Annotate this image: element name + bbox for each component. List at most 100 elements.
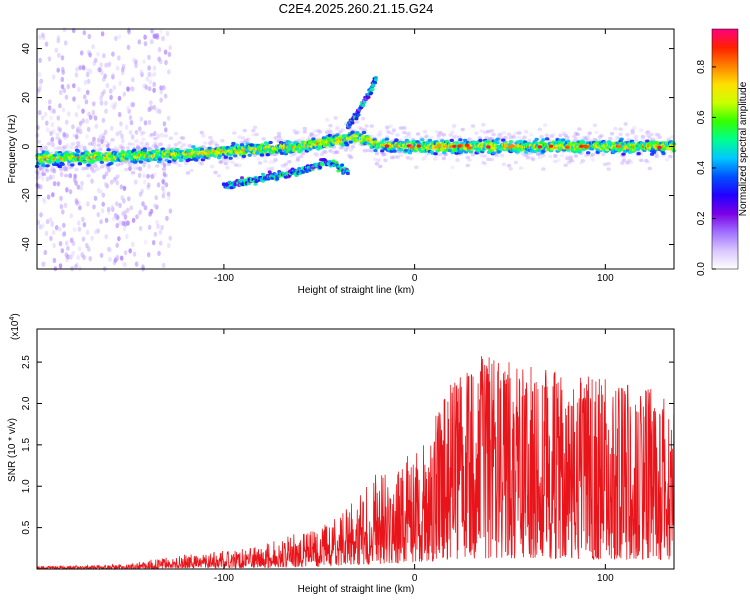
spectrogram-cell [422,156,428,160]
spectrogram-cell [343,148,349,152]
spectrogram-cell [108,165,114,170]
spectrogram-cell [36,140,41,144]
spectrogram-cell [146,184,150,190]
spectrogram-cell [72,227,77,233]
spectrogram-cell [100,31,105,37]
spectrogram-panel: -100 0 100 -40 -20 0 20 40 Height of straight l… [7,27,677,296]
spectrogram-cell [150,28,154,34]
spectrogram-cell [105,166,110,171]
spectrogram-cell [83,79,88,85]
spectrogram-cell [156,133,161,139]
spectrogram-cell [100,70,104,76]
spectrogram-cell [534,137,539,141]
spectrogram-cell [137,166,143,171]
spectrogram-cell [134,139,139,143]
spectrogram-cell [51,74,56,80]
spectrogram-cell [508,167,513,171]
spectrogram-cell [524,129,529,134]
spectrogram-cell [213,170,218,175]
spectrogram-cell [84,166,90,171]
spectrogram-cell [460,127,465,132]
spectrogram-cell [536,152,541,157]
spectrogram-cell [58,127,63,133]
spectrogram-cell [68,189,73,195]
spectrogram-cell [85,89,90,95]
spectrogram-cell [166,115,171,121]
spectrogram-cell [59,204,64,210]
spectrogram-cell [45,176,50,182]
spectrogram-cell [146,146,151,150]
spectrogram-cell [482,154,488,158]
spectrogram-cell [302,126,307,131]
spectrogram-cell [179,145,184,150]
spectrogram-cell [565,135,570,140]
spectrogram-cell [122,91,127,97]
spectrogram-cell [45,169,50,173]
spectrogram-cell [276,131,282,136]
spectrogram-cell [167,143,171,150]
spectrogram-cell [494,153,500,158]
spectrogram-cell [115,180,120,186]
spectrogram-cell [41,223,45,229]
spectrogram-cell [608,136,613,141]
colorbar: 0.0 0.2 0.4 0.6 0.8 Normalized spectral ampl… [696,28,749,276]
spectrogram-cell [609,131,615,136]
spectrogram-cell [177,140,182,145]
spectrogram-cell [148,147,153,151]
spectrogram-cell [108,256,112,262]
spectrogram-cell [131,102,135,108]
spectrogram-cell [152,65,157,71]
spectrogram-cell [123,250,128,256]
spectrogram-cell [223,155,228,159]
spectrogram-cell [119,121,123,127]
spectrogram-cell [384,144,390,148]
spectrogram-cell [37,71,42,78]
spectrogram-cell [256,157,261,161]
spectrogram-cell [290,153,295,157]
spectrogram-cell [443,148,449,153]
spectrogram-cell [50,136,55,142]
spectrogram-cell [595,150,600,154]
spectrogram-cell [618,127,623,131]
spectrogram-cell [381,152,386,157]
spectrogram-cell [74,263,78,269]
spectrogram-cell [60,146,65,150]
spectrogram-cell [553,159,558,164]
spectrogram-cell [498,132,503,137]
spectrogram-cell [53,146,59,151]
spectrogram-cell [165,162,170,167]
spectrogram-cell [141,264,145,270]
spectrogram-cell [191,145,196,149]
spectrogram-cell [579,144,584,148]
spectrogram-cell [150,173,155,179]
spectrogram-cell [128,129,133,136]
spectrogram-cell [122,198,126,204]
spectrogram-cell [354,117,359,121]
spectrogram-cell [623,122,628,126]
spectrogram-cell [268,160,273,164]
spectrogram-cell [62,147,67,151]
spectrogram-cell [164,182,169,188]
spectrogram-cell [104,62,108,68]
spectrogram-cell [187,144,192,149]
spectrogram-cell [162,190,166,196]
spectrogram-cell [121,261,126,267]
spectrogram-cell [239,143,245,147]
spectrogram-cell [231,141,236,146]
spectrogram-cell [208,141,213,145]
spectrogram-cell [553,153,558,158]
spectrogram-cell [251,128,256,133]
spectrogram-cell [51,174,56,180]
spectrogram-cell [242,128,247,133]
spectrogram-cell [42,197,46,203]
spectrogram-cell [77,246,82,252]
spectrogram-cell [149,100,153,106]
spectrogram-cell [36,88,41,94]
spectrogram-cell [55,132,60,137]
spectrogram-cell [40,115,45,121]
spectrogram-cell [496,133,501,138]
spectrogram-cell [50,222,54,228]
spectrogram-cell [81,108,85,114]
spectrogram-cell [619,137,624,141]
spectrogram-cell [344,143,350,147]
